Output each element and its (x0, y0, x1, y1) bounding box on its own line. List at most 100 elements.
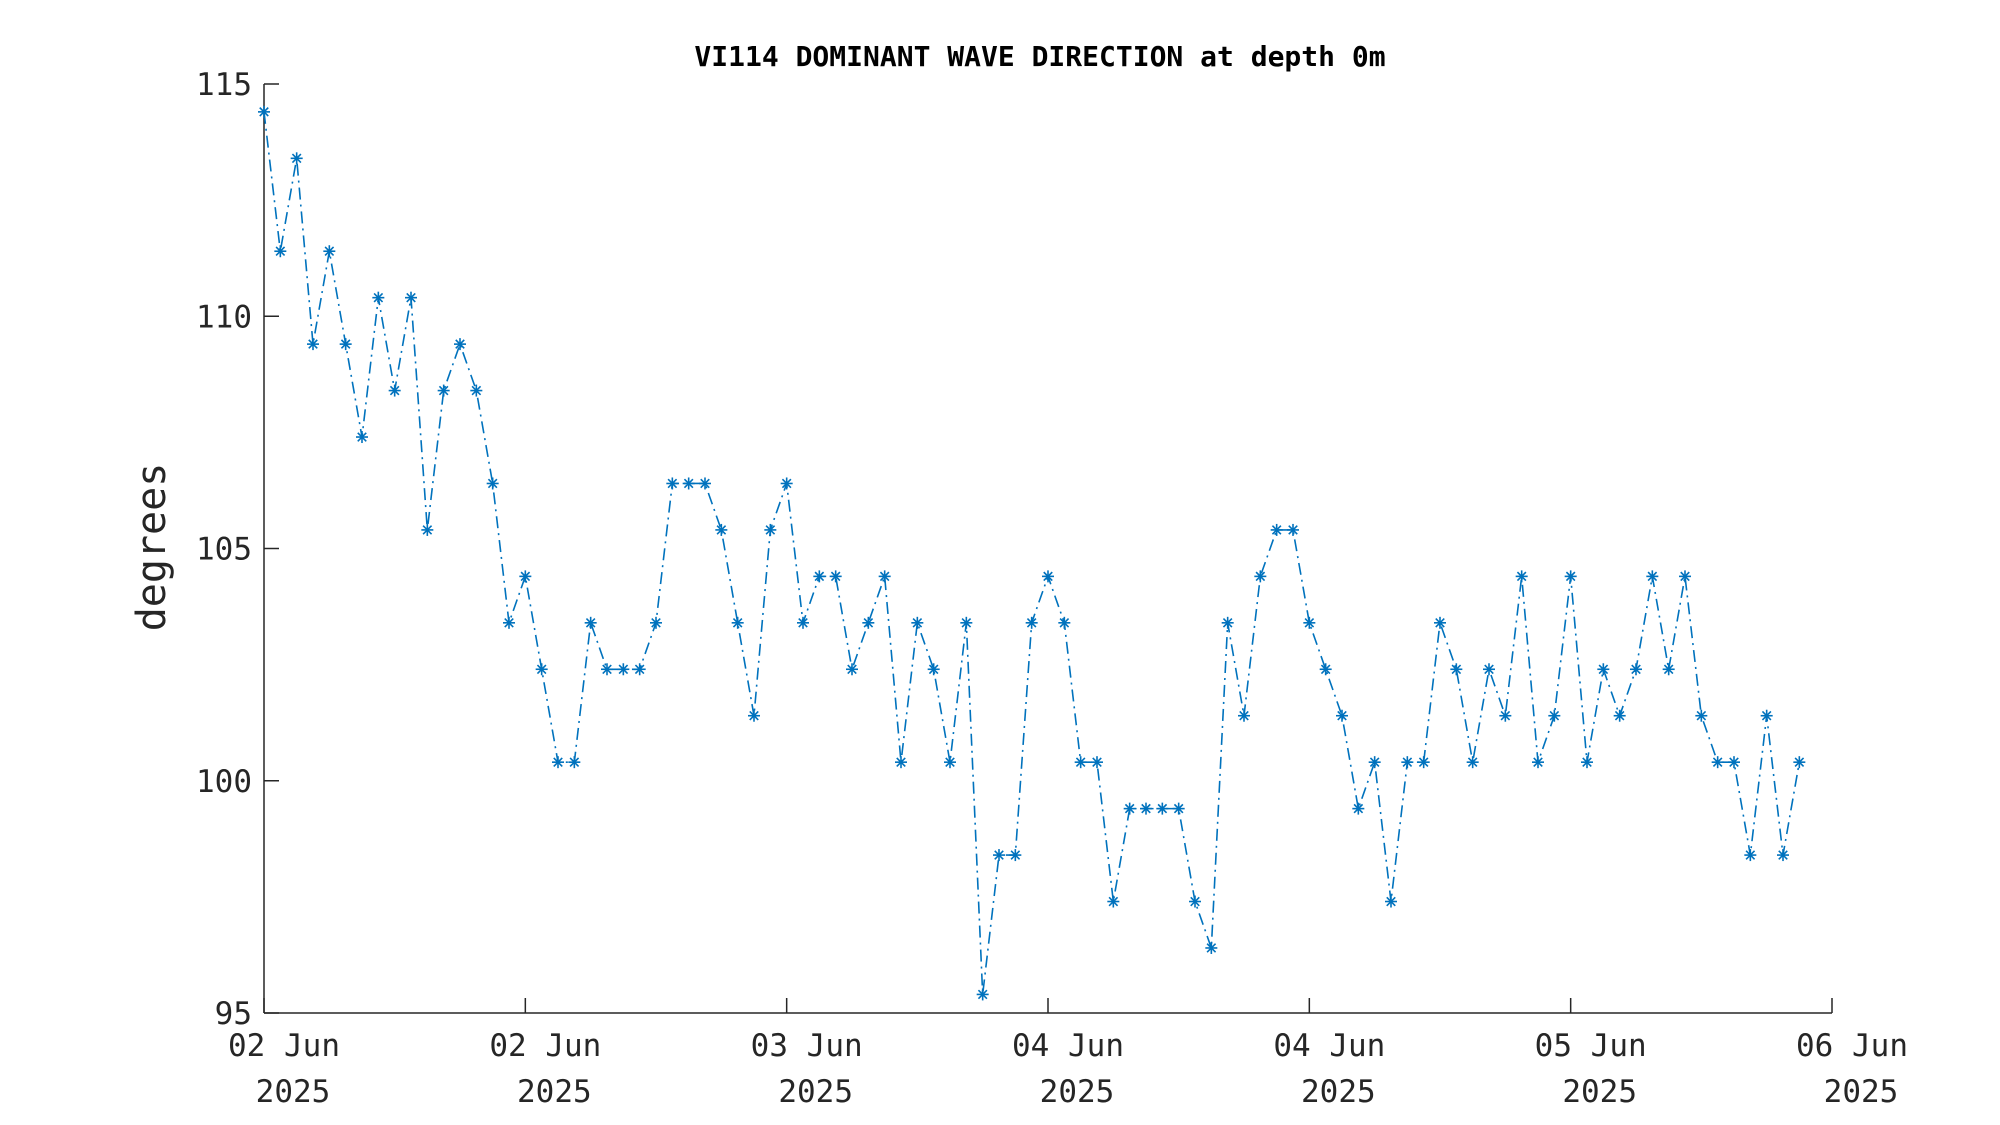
x-tick-label: 05 Jun (1535, 1028, 1647, 1064)
axes (263, 84, 1832, 1014)
data-point (1172, 802, 1185, 815)
data-point (764, 523, 777, 536)
data-point (1777, 849, 1789, 862)
x-tick-label-year: 2025 (517, 1074, 592, 1110)
y-tick-label: 100 (196, 764, 252, 800)
data-point (1287, 523, 1299, 536)
data-point (731, 616, 744, 629)
data-point (895, 756, 907, 769)
data-point (1499, 709, 1512, 722)
data-point (1515, 570, 1528, 583)
x-tick-label: 06 Jun (1796, 1028, 1908, 1064)
data-point (1368, 756, 1381, 769)
data-point (1613, 709, 1626, 722)
x-tick-label-year: 2025 (1824, 1074, 1899, 1110)
data-point (927, 663, 940, 676)
data-point (1091, 756, 1103, 769)
data-point (1352, 802, 1365, 815)
data-point (1009, 849, 1022, 862)
data-point (1662, 663, 1675, 676)
series-line (263, 111, 1801, 995)
data-point (1760, 709, 1773, 722)
y-tick-label: 95 (215, 996, 252, 1032)
data-point (470, 384, 483, 397)
data-point (1107, 895, 1120, 908)
data-point (862, 616, 875, 629)
data-point (274, 245, 287, 258)
data-point (258, 105, 270, 118)
data-point (535, 663, 548, 676)
data-point (878, 570, 891, 583)
data-point (405, 291, 417, 304)
data-point (1156, 802, 1169, 815)
data-point (911, 616, 924, 629)
data-point (486, 477, 499, 490)
data-point (1270, 523, 1283, 536)
data-point (1205, 941, 1218, 954)
data-point (1058, 616, 1071, 629)
data-point (1581, 756, 1593, 769)
data-point (780, 477, 793, 490)
data-point (748, 709, 760, 722)
data-point (1074, 756, 1087, 769)
data-point (699, 477, 711, 490)
data-point (650, 616, 662, 629)
data-point (1646, 570, 1659, 583)
data-point (1385, 895, 1397, 908)
data-point (1417, 756, 1430, 769)
x-tick-label: 02 Jun (228, 1028, 340, 1064)
data-point (944, 756, 956, 769)
data-point (1728, 756, 1740, 769)
x-tick-label: 04 Jun (1012, 1028, 1124, 1064)
data-point (1679, 570, 1691, 583)
data-point (829, 570, 842, 583)
data-point (454, 338, 466, 351)
data-point (1548, 709, 1561, 722)
data-point (1221, 616, 1234, 629)
data-point (960, 616, 973, 629)
data-point (1401, 756, 1414, 769)
data-point (1695, 709, 1708, 722)
data-point (503, 616, 515, 629)
data-point (1025, 616, 1038, 629)
data-point (323, 245, 336, 258)
data-point (1466, 756, 1479, 769)
data-point (813, 570, 826, 583)
x-tick-label-year: 2025 (1562, 1074, 1637, 1110)
data-point (437, 384, 450, 397)
y-tick-label: 105 (196, 532, 252, 568)
data-point (617, 663, 630, 676)
data-point (1140, 802, 1152, 815)
y-ticks: 95 100 105 110 115 (196, 67, 279, 1032)
data-point (290, 152, 303, 165)
x-ticks: 02 Jun 2025 02 Jun 2025 03 Jun 2025 04 Jun 2025… (228, 998, 1908, 1110)
data-point (682, 477, 695, 490)
x-tick-label: 04 Jun (1273, 1028, 1385, 1064)
data-point (421, 523, 434, 536)
data-point (1434, 616, 1446, 629)
data-point (584, 616, 597, 629)
x-tick-label-year: 2025 (1040, 1074, 1115, 1110)
chart-title: VI114 DOMINANT WAVE DIRECTION at depth 0… (694, 40, 1385, 73)
data-point (307, 338, 319, 351)
y-axis-label: degrees (129, 463, 175, 632)
x-tick-label: 02 Jun (489, 1028, 601, 1064)
data-point (519, 570, 532, 583)
data-point (1319, 663, 1332, 676)
series-group (258, 105, 1806, 1001)
data-point (601, 663, 613, 676)
data-point (1450, 663, 1463, 676)
x-tick-label-year: 2025 (778, 1074, 853, 1110)
y-tick-label: 115 (196, 67, 252, 103)
y-tick-label: 110 (196, 299, 252, 335)
data-point (1483, 663, 1495, 676)
data-point (715, 523, 728, 536)
data-point (1336, 709, 1348, 722)
data-point (1189, 895, 1201, 908)
data-point (666, 477, 679, 490)
data-point (1793, 756, 1806, 769)
data-point (552, 756, 564, 769)
x-tick-label-year: 2025 (256, 1074, 331, 1110)
data-point (1630, 663, 1642, 676)
